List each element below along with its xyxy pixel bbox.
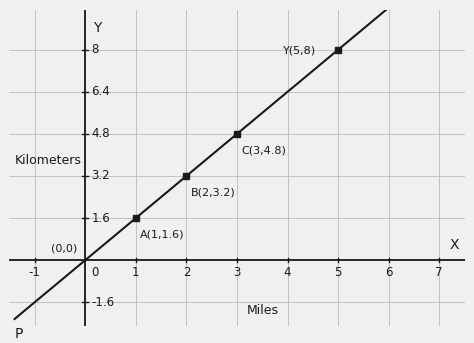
Text: -1: -1 bbox=[29, 266, 41, 279]
Text: 5: 5 bbox=[335, 266, 342, 279]
Text: 3.2: 3.2 bbox=[91, 169, 110, 182]
Text: 0: 0 bbox=[91, 266, 99, 279]
Text: -1.6: -1.6 bbox=[91, 296, 115, 309]
Text: 6: 6 bbox=[385, 266, 392, 279]
Text: 7: 7 bbox=[436, 266, 443, 279]
Text: Y: Y bbox=[93, 21, 101, 35]
Text: C(3,4.8): C(3,4.8) bbox=[241, 146, 286, 156]
Text: 4: 4 bbox=[284, 266, 292, 279]
Text: 6.4: 6.4 bbox=[91, 85, 110, 98]
Text: P: P bbox=[15, 327, 23, 341]
Text: 3: 3 bbox=[233, 266, 241, 279]
Text: 8: 8 bbox=[91, 43, 99, 56]
Text: 4.8: 4.8 bbox=[91, 127, 110, 140]
Text: Y(5,8): Y(5,8) bbox=[283, 46, 316, 56]
Text: A(1,1.6): A(1,1.6) bbox=[140, 230, 184, 240]
Text: Kilometers: Kilometers bbox=[15, 154, 82, 167]
Text: B(2,3.2): B(2,3.2) bbox=[191, 188, 235, 198]
Text: 1.6: 1.6 bbox=[91, 212, 110, 225]
Text: (0,0): (0,0) bbox=[52, 244, 78, 253]
Text: 2: 2 bbox=[182, 266, 190, 279]
Text: Miles: Miles bbox=[246, 304, 278, 317]
Text: X: X bbox=[450, 238, 459, 252]
Text: 1: 1 bbox=[132, 266, 140, 279]
